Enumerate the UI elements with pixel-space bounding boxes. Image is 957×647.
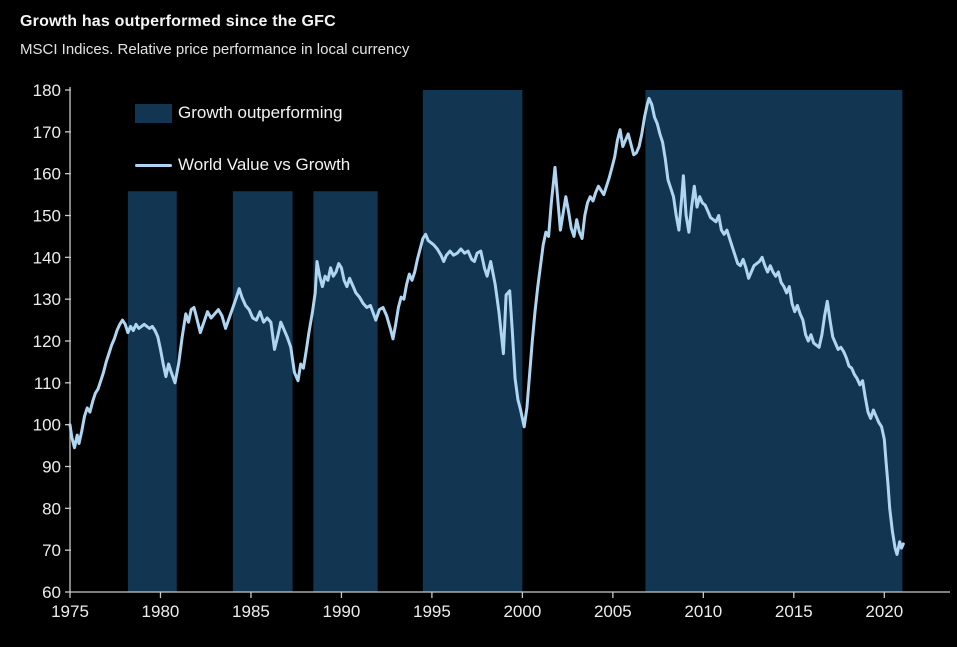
x-tick-label: 2000 xyxy=(503,602,541,621)
chart-subtitle: MSCI Indices. Relative price performance… xyxy=(20,41,410,59)
band-swatch-icon xyxy=(135,103,172,123)
chart-title: Growth has outperformed since the GFC xyxy=(20,13,336,30)
y-tick-label: 140 xyxy=(33,248,61,267)
growth-outperforming-band xyxy=(127,191,177,592)
y-tick-label: 120 xyxy=(33,332,61,351)
y-tick-label: 60 xyxy=(42,583,61,602)
legend-item-growth-outperforming: Growth outperforming xyxy=(135,102,350,124)
x-tick-label: 1980 xyxy=(142,602,180,621)
x-tick-label: 1995 xyxy=(413,602,451,621)
growth-outperforming-band xyxy=(313,191,378,592)
x-tick-label: 1985 xyxy=(232,602,270,621)
chart-legend: Growth outperforming World Value vs Grow… xyxy=(135,102,350,206)
x-tick-label: 2015 xyxy=(775,602,813,621)
legend-item-world-value-vs-growth: World Value vs Growth xyxy=(135,154,350,176)
growth-outperforming-band xyxy=(422,90,523,592)
y-tick-label: 160 xyxy=(33,165,61,184)
growth-outperforming-band xyxy=(645,90,903,592)
world-value-vs-growth-line xyxy=(68,96,905,556)
y-tick-label: 100 xyxy=(33,416,61,435)
x-tick-label: 2010 xyxy=(684,602,722,621)
y-tick-label: 70 xyxy=(42,541,61,560)
line-swatch-icon xyxy=(135,163,172,167)
growth-outperforming-band xyxy=(232,191,293,592)
y-tick-label: 90 xyxy=(42,458,61,477)
x-tick-label: 1990 xyxy=(323,602,361,621)
y-tick-label: 170 xyxy=(33,123,61,142)
y-tick-label: 80 xyxy=(42,499,61,518)
legend-label: Growth outperforming xyxy=(178,103,343,122)
y-tick-label: 180 xyxy=(33,81,61,100)
chart-header: Growth has outperformed since the GFC MS… xyxy=(20,12,409,58)
y-tick-label: 130 xyxy=(33,290,61,309)
x-tick-label: 2020 xyxy=(865,602,903,621)
y-tick-label: 150 xyxy=(33,207,61,226)
x-tick-label: 2005 xyxy=(594,602,632,621)
y-tick-label: 110 xyxy=(34,374,61,393)
x-tick-label: 1975 xyxy=(51,602,89,621)
legend-label: World Value vs Growth xyxy=(178,155,351,174)
